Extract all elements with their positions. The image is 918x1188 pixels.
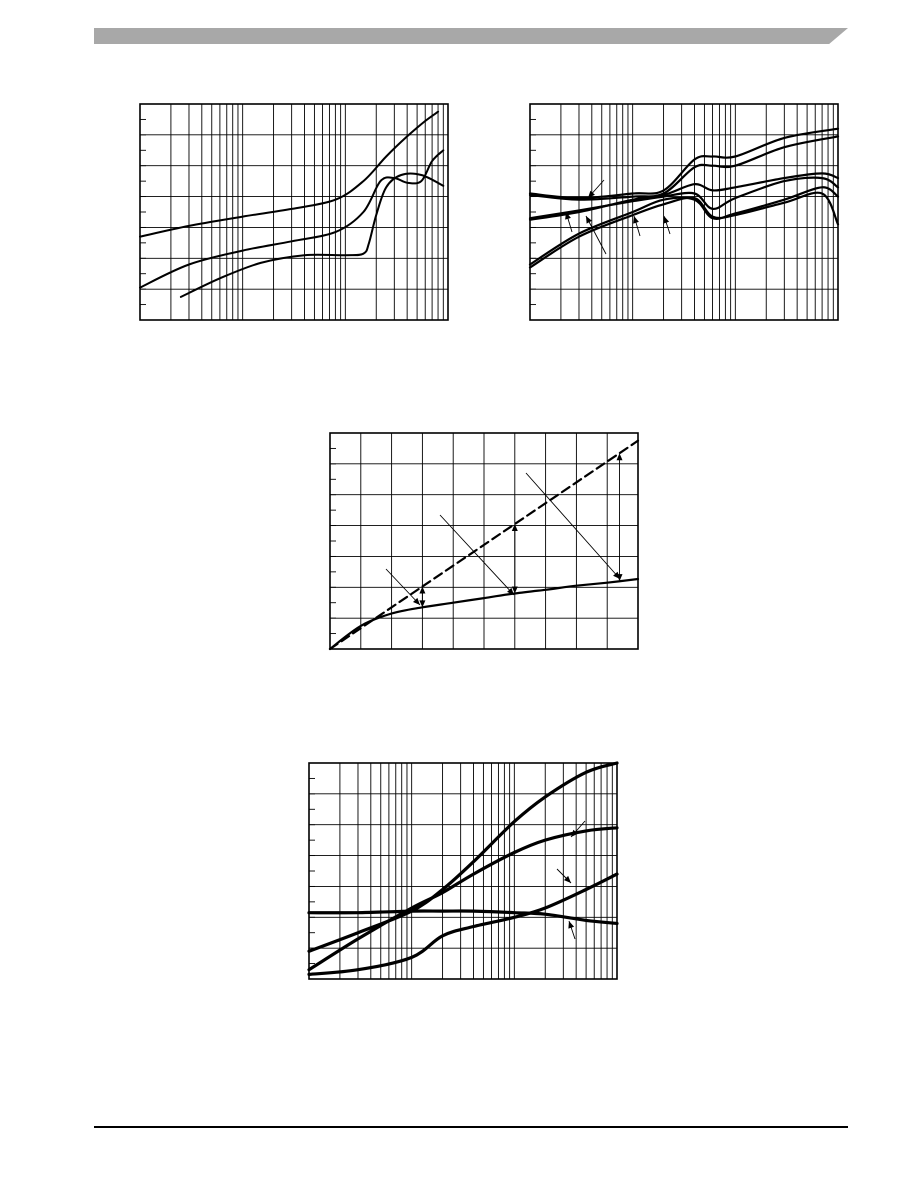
callout-right-head: [613, 571, 620, 579]
series-line-1: [307, 761, 619, 953]
series-line-2: [528, 135, 840, 201]
series-line-4: [307, 872, 619, 976]
callout-3-line: [585, 215, 607, 255]
difference-arrow-2-bottom: [511, 586, 518, 594]
chart-top-right: [528, 103, 840, 321]
callout-3-head: [586, 216, 592, 224]
difference-arrow-3-top: [616, 453, 623, 461]
series-line-6: [528, 191, 840, 269]
callout-2-head: [565, 212, 571, 220]
series-line-1: [328, 439, 640, 651]
series-line-5: [528, 186, 840, 266]
difference-arrow-1-top: [419, 586, 426, 594]
difference-arrow-1-bottom: [419, 600, 426, 608]
callout-3-head: [568, 921, 575, 929]
header-bar: [94, 28, 848, 44]
grid: [140, 104, 448, 320]
callout-left-head: [413, 597, 420, 605]
callout-1-head: [571, 829, 578, 837]
series-line-2: [139, 149, 445, 289]
callout-left-line: [385, 568, 421, 606]
series-line-1: [139, 110, 440, 238]
callout-center-line: [439, 514, 515, 596]
callout-4-head: [633, 216, 639, 224]
series-line-2: [328, 577, 640, 651]
footer-rule: [94, 1126, 848, 1128]
series-line-3: [307, 909, 619, 926]
chart-bottom: [307, 761, 619, 980]
chart-middle: [328, 432, 640, 651]
callout-2-head: [563, 875, 571, 883]
difference-arrow-2-top: [511, 524, 518, 532]
callout-right-line: [525, 472, 621, 580]
callout-5-head: [663, 216, 670, 224]
plot-frame: [139, 103, 449, 321]
callout-1-head: [588, 190, 595, 198]
series-line-4: [528, 176, 840, 220]
chart-top-left: [139, 103, 449, 321]
series-line-3: [179, 172, 445, 298]
callout-center-head: [507, 587, 514, 595]
series-line-1: [528, 127, 840, 200]
grid: [330, 433, 638, 649]
